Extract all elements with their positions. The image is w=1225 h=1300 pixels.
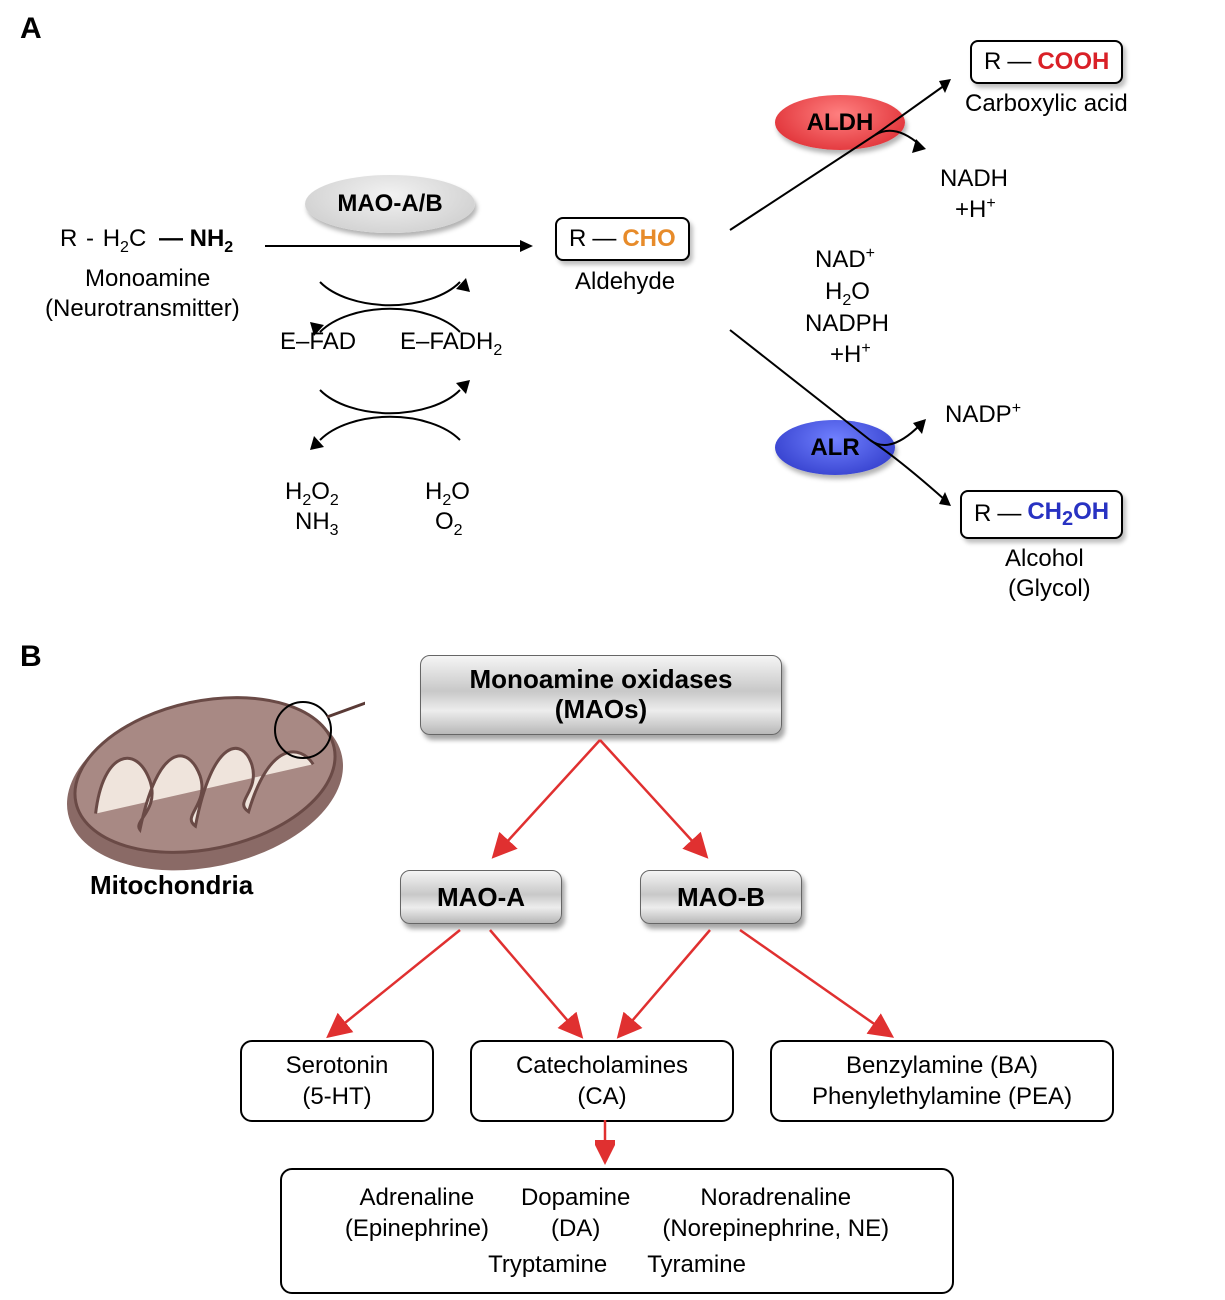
aldh-hplus: +H+ — [955, 195, 996, 224]
panel-b-label: B — [20, 640, 42, 674]
h2o2-label: H2O2 — [285, 478, 339, 510]
maos-box: Monoamine oxidases (MAOs) — [420, 655, 782, 735]
serotonin-box: Serotonin (5-HT) — [240, 1040, 434, 1122]
mitochondria-icon — [55, 675, 365, 885]
monoamine-name-2: (Neurotransmitter) — [45, 295, 240, 323]
alr-hplus: +H+ — [830, 340, 871, 369]
nadp-plus: NADP+ — [945, 400, 1021, 429]
mao-enzyme-ellipse: MAO-A/B — [305, 175, 475, 233]
mitochondria-label: Mitochondria — [90, 870, 253, 901]
maob-box: MAO-B — [640, 870, 802, 924]
ch2oh-box: R — CH2OH — [960, 490, 1123, 539]
arrows-maos-split — [420, 735, 780, 875]
catecholamines-box: Catecholamines (CA) — [470, 1040, 734, 1122]
benzylamine-box: Benzylamine (BA) Phenylethylamine (PEA) — [770, 1040, 1114, 1122]
aldehyde-name: Aldehyde — [575, 268, 675, 296]
monoamine-name-1: Monoamine — [85, 265, 210, 293]
h2o-cycle — [280, 360, 500, 480]
nadh: NADH — [940, 165, 1008, 193]
o2-label: O2 — [435, 508, 463, 540]
nh3-label: NH3 — [295, 508, 339, 540]
aldehyde-box: R — CHO — [555, 217, 690, 261]
aldh-h2o: H2O — [825, 278, 870, 310]
catecholamine-details-box: Adrenaline (Epinephrine) Dopamine (DA) N… — [280, 1168, 954, 1294]
efadh2-label: E–FADH2 — [400, 328, 502, 360]
h2o-label: H2O — [425, 478, 470, 510]
cooh-name: Carboxylic acid — [965, 90, 1128, 118]
arrow-catechol-down — [595, 1120, 615, 1170]
arrows-to-substrates — [240, 925, 1000, 1055]
alcohol-name-1: Alcohol — [1005, 545, 1084, 573]
monoamine-formula: R - H2C — NH2 — [60, 225, 233, 257]
cooh-box: R — COOH — [970, 40, 1123, 84]
nad-plus: NAD+ — [815, 245, 875, 274]
alcohol-name-2: (Glycol) — [1008, 575, 1091, 603]
panel-a-label: A — [20, 12, 42, 46]
nadph: NADPH — [805, 310, 889, 338]
efad-label: E–FAD — [280, 328, 356, 356]
diagram-canvas: A R - H2C — NH2 Monoamine (Neurotransmit… — [0, 0, 1225, 1300]
maoa-box: MAO-A — [400, 870, 562, 924]
